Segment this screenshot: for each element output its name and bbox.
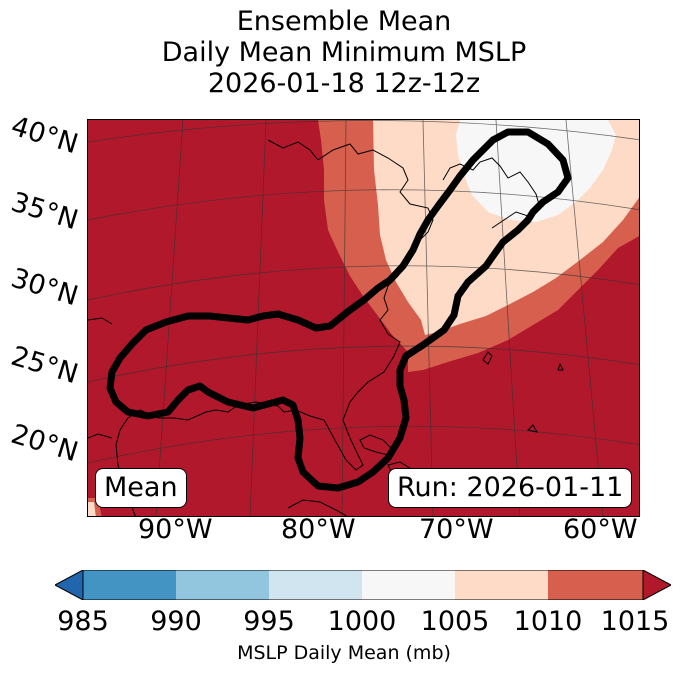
lon-label-60: 60°W <box>563 514 638 545</box>
lat-label-30: 30°N <box>7 262 82 313</box>
colorbar-tick-985: 985 <box>57 606 109 637</box>
lat-label-25: 25°N <box>7 340 82 391</box>
colorbar-over-arrow <box>642 570 671 600</box>
colorbar <box>55 570 671 600</box>
colorbar-segment-1005-1010 <box>455 570 548 600</box>
figure-title: Ensemble Mean Daily Mean Minimum MSLP 20… <box>0 6 688 99</box>
colorbar-segment-1010-1015 <box>548 570 643 600</box>
title-line-3: 2026-01-18 12z-12z <box>207 68 481 99</box>
colorbar-segment-1000-1005 <box>362 570 455 600</box>
colorbar-segment-985-990 <box>83 570 176 600</box>
colorbar-segment-995-1000 <box>269 570 362 600</box>
field-995-1000 <box>456 120 616 222</box>
colorbar-segment-990-995 <box>176 570 269 600</box>
mean-label-box: Mean <box>95 468 187 508</box>
colorbar-outline <box>82 570 644 600</box>
lon-label-70: 70°W <box>419 514 494 545</box>
colorbar-under-arrow <box>55 570 84 600</box>
title-line-1: Ensemble Mean <box>236 6 452 37</box>
lon-label-90: 90°W <box>138 514 213 545</box>
lat-label-40: 40°N <box>7 110 82 161</box>
lat-label-35: 35°N <box>7 186 82 237</box>
map-panel <box>87 119 640 517</box>
colorbar-tick-990: 990 <box>150 606 202 637</box>
colorbar-tick-1005: 1005 <box>420 606 490 637</box>
lat-label-20: 20°N <box>7 418 82 469</box>
mslp-contour <box>106 128 572 492</box>
field-1000-1005-corner <box>88 502 96 516</box>
colorbar-label: MSLP Daily Mean (mb) <box>237 642 451 664</box>
colorbar-tick-995: 995 <box>243 606 295 637</box>
title-line-2: Daily Mean Minimum MSLP <box>161 37 527 68</box>
run-label-box: Run: 2026-01-11 <box>388 468 633 508</box>
colorbar-tick-1010: 1010 <box>513 606 583 637</box>
colorbar-tick-1000: 1000 <box>327 606 397 637</box>
colorbar-tick-1015: 1015 <box>600 606 670 637</box>
mslp-map <box>88 120 639 516</box>
lon-label-80: 80°W <box>281 514 356 545</box>
